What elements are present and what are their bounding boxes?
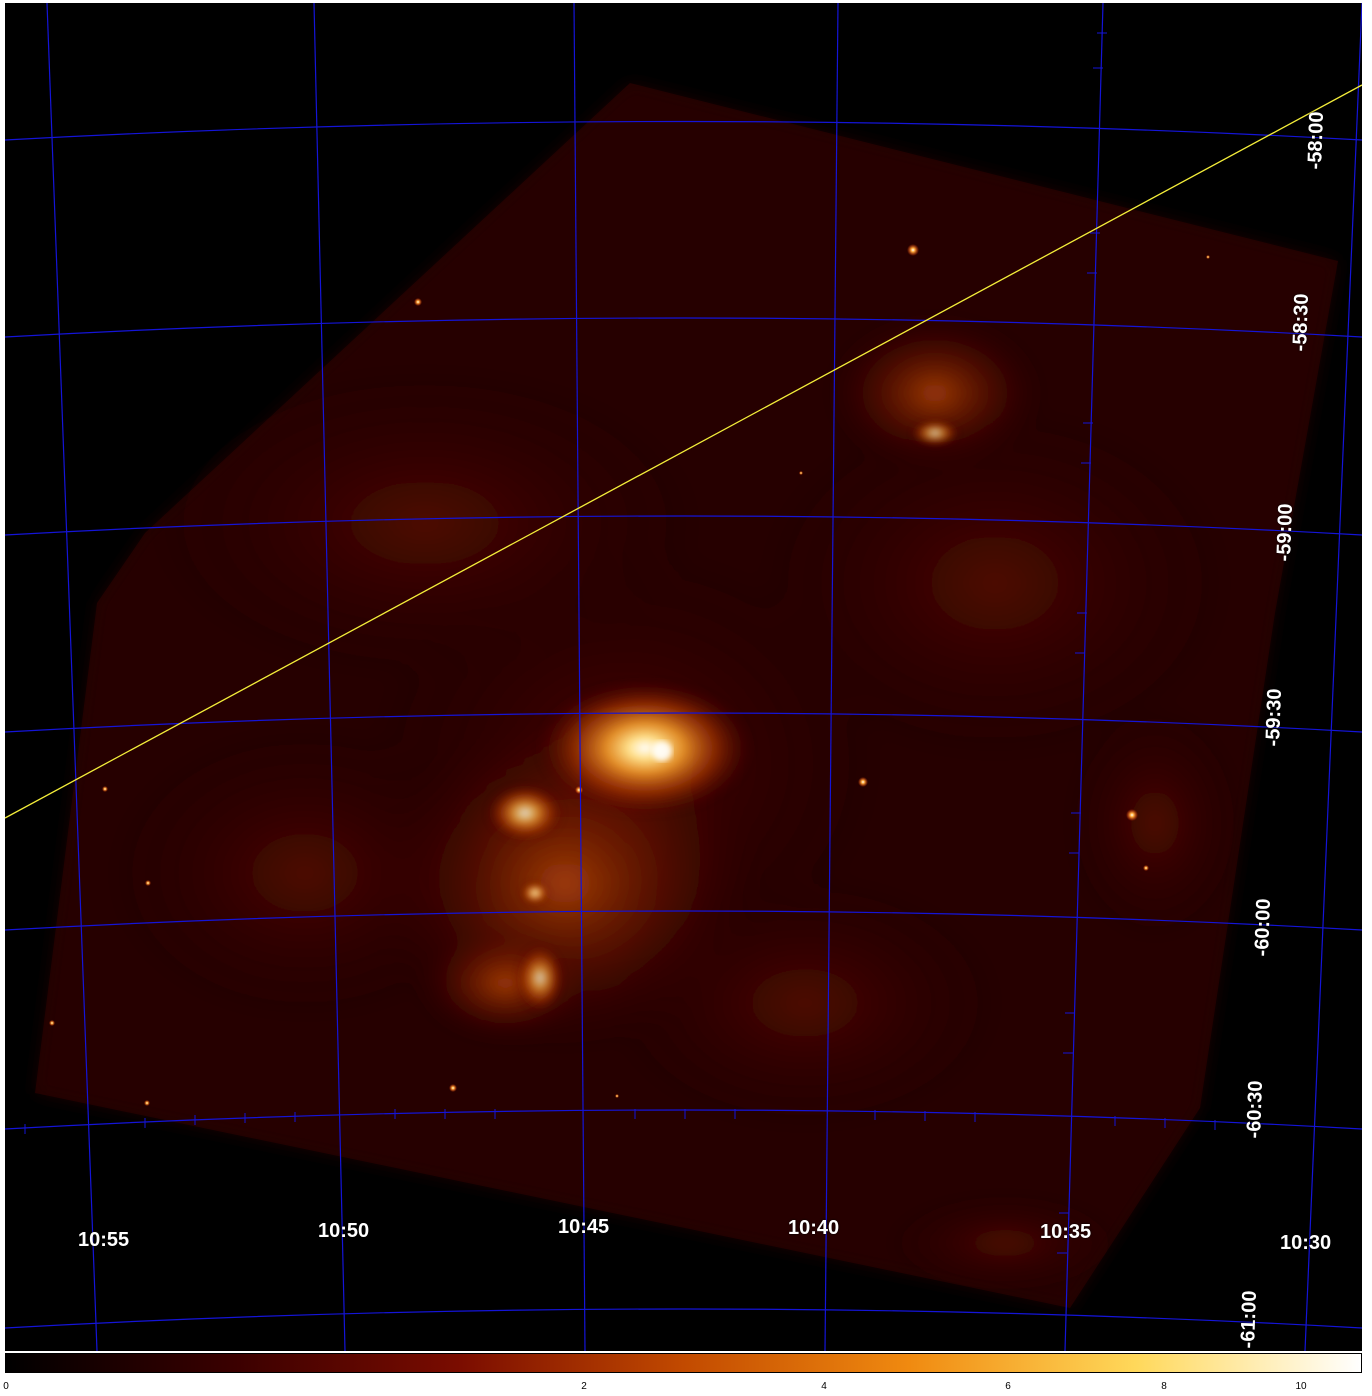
ra-label-1045: 10:45 <box>558 1216 610 1238</box>
colorbar-tick-10: 10 <box>1295 1381 1307 1392</box>
ra-label-1030: 10:30 <box>1280 1232 1332 1254</box>
colorbar-tick-4: 4 <box>821 1381 827 1392</box>
sky-image <box>5 3 1362 1351</box>
nebula-emission <box>105 313 1245 1293</box>
ra-label-1040: 10:40 <box>788 1217 840 1239</box>
dec-label-6030: -60:30 <box>1243 1080 1268 1139</box>
dec-label-6000: -60:00 <box>1251 898 1276 957</box>
colorbar-tick-0: 0 <box>3 1381 9 1392</box>
colorbar-tick-6: 6 <box>1005 1381 1011 1392</box>
axis-ticks <box>24 32 1216 1254</box>
dec-label-5930: -59:30 <box>1262 688 1287 747</box>
dec-label-5830: -58:30 <box>1289 293 1314 352</box>
dec-label-5900: -59:00 <box>1273 503 1298 562</box>
image-canvas[interactable]: 10:55 10:50 10:45 10:40 10:35 10:30 -58:… <box>5 3 1362 1351</box>
ra-label-1035: 10:35 <box>1040 1221 1092 1243</box>
dec-label-5800: -58:00 <box>1304 111 1329 170</box>
dec-label-6100: -61:00 <box>1237 1290 1262 1349</box>
colorbar <box>5 1353 1362 1373</box>
region-line <box>5 84 1362 819</box>
ra-label-1055: 10:55 <box>78 1229 130 1251</box>
ra-label-1050: 10:50 <box>318 1220 370 1242</box>
wcs-grid <box>5 3 1362 1351</box>
colorbar-tick-8: 8 <box>1161 1381 1167 1392</box>
colorbar-tick-2: 2 <box>581 1381 587 1392</box>
point-sources <box>49 244 1210 1106</box>
